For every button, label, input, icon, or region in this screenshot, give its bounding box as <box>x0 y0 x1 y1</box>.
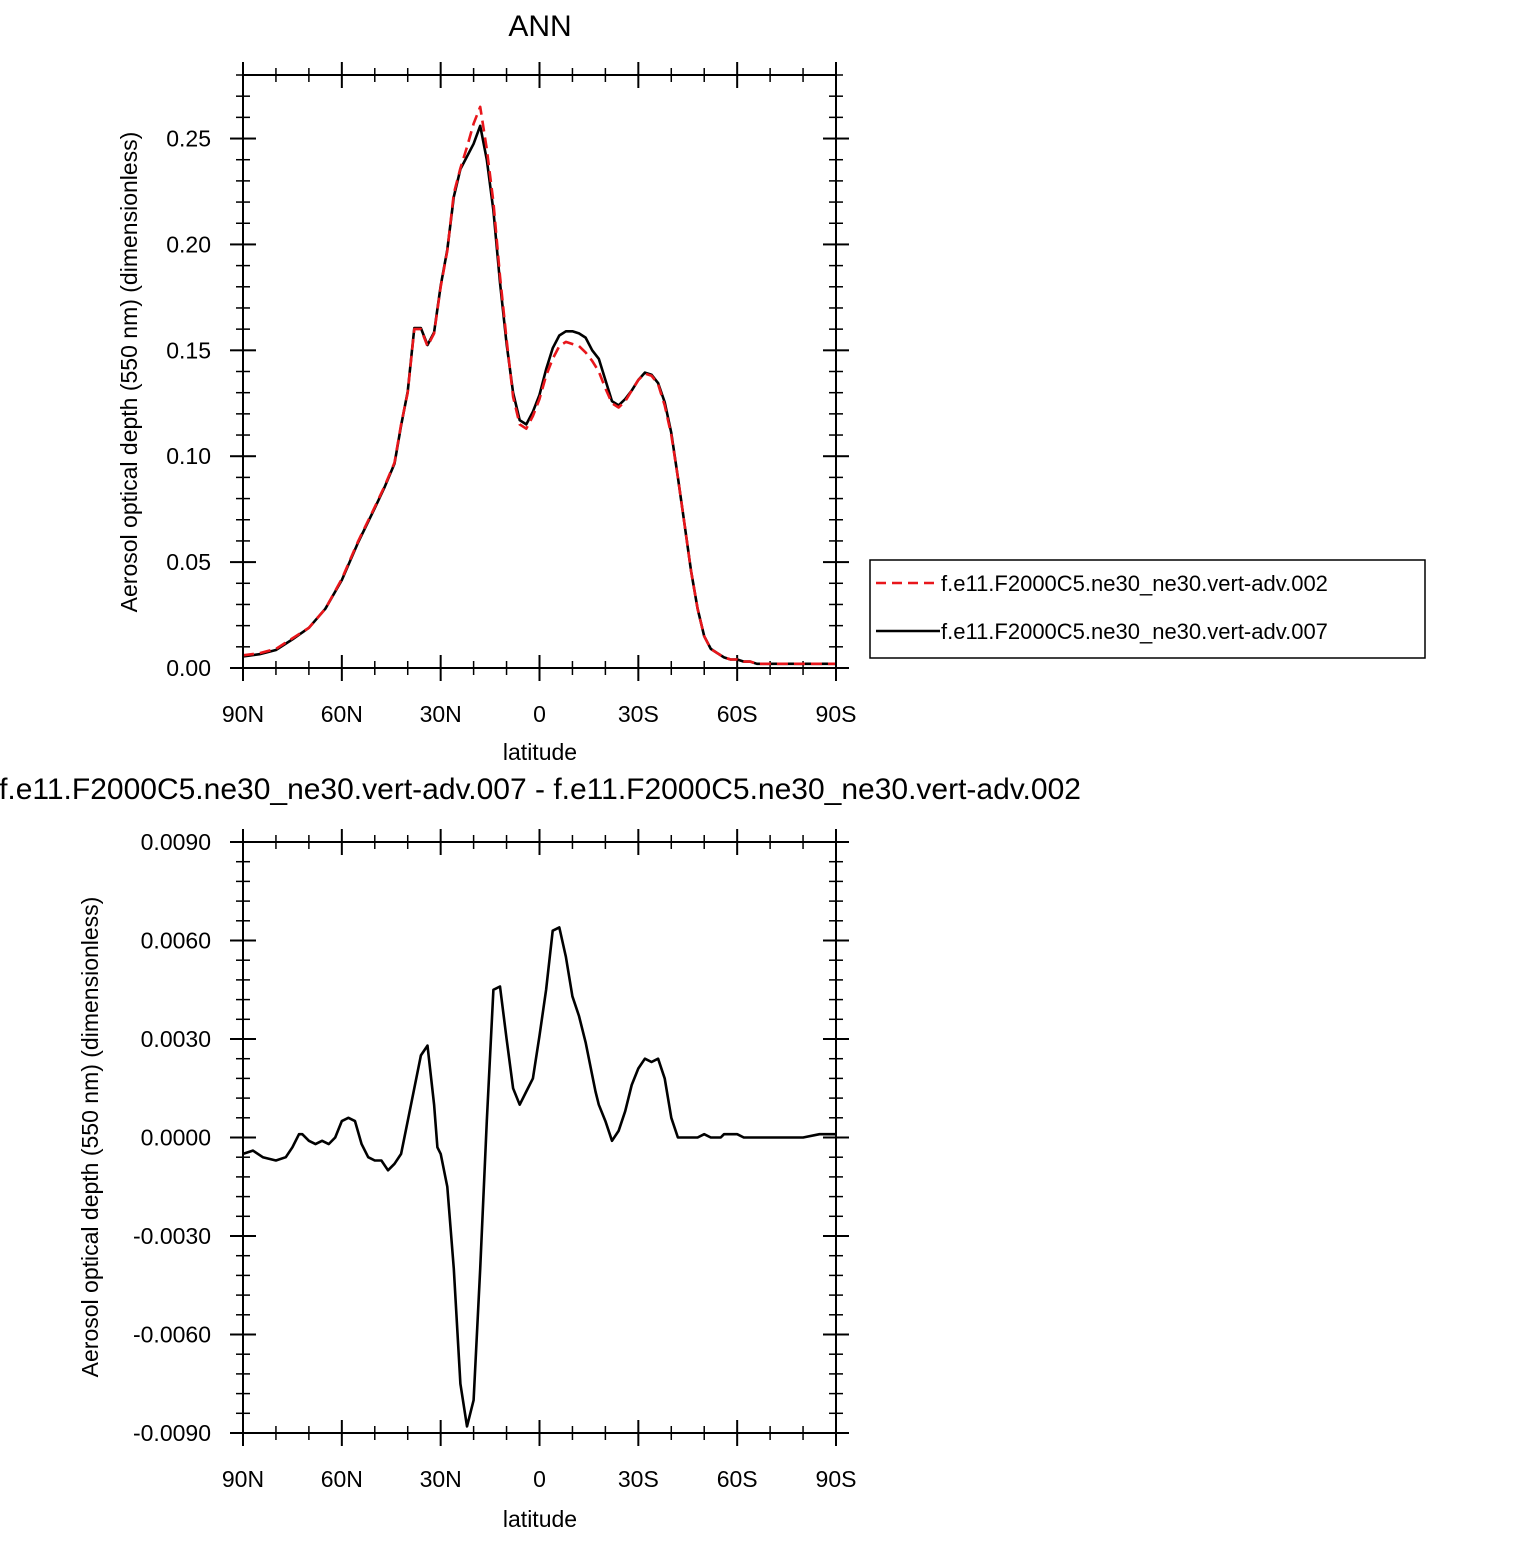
bottom-series-line-1 <box>242 926 836 1428</box>
legend: f.e11.F2000C5.ne30_ne30.vert-adv.002 f.e… <box>869 559 1426 659</box>
legend-label-series-2: f.e11.F2000C5.ne30_ne30.vert-adv.007 <box>941 619 1328 644</box>
bottom-y-tick-label: -0.0030 <box>133 1223 211 1249</box>
top-x-tick-label: 90N <box>222 701 264 727</box>
bottom-x-tick-label: 60S <box>717 1466 758 1492</box>
bottom-x-tick-label: 90S <box>816 1466 857 1492</box>
top-x-axis-label: latitude <box>503 739 577 765</box>
bottom-x-tick-label: 90N <box>222 1466 264 1492</box>
bottom-y-tick-labels: -0.0090 -0.0060 -0.0030 0.0000 0.0030 0.0060 0… <box>133 829 211 1446</box>
bottom-x-tick-label: 30S <box>618 1466 659 1492</box>
bottom-x-tick-label: 60N <box>321 1466 363 1492</box>
top-y-tick-label: 0.05 <box>166 549 211 575</box>
bottom-y-tick-label: 0.0060 <box>141 928 211 954</box>
top-plot-frame <box>242 74 837 669</box>
top-x-tick-label: 30S <box>618 701 659 727</box>
top-y-tick-label: 0.25 <box>166 126 211 152</box>
top-x-tick-label: 90S <box>816 701 857 727</box>
legend-box <box>869 559 1426 659</box>
top-y-tick-label: 0.15 <box>166 337 211 363</box>
top-x-tick-label: 30N <box>420 701 462 727</box>
bottom-series-lines <box>242 926 836 1428</box>
top-y-tick-label: 0.20 <box>166 231 211 257</box>
top-y-axis-label: Aerosol optical depth (550 nm) (dimensio… <box>116 132 142 613</box>
top-tick-marks <box>230 62 849 681</box>
top-series-line-1 <box>242 105 836 666</box>
top-x-tick-label: 60N <box>321 701 363 727</box>
bottom-x-tick-labels: 90N 60N 30N 0 30S 60S 90S <box>222 1466 857 1492</box>
bottom-y-axis-label: Aerosol optical depth (550 nm) (dimensio… <box>77 897 103 1378</box>
top-chart-title: ANN <box>508 10 571 43</box>
bottom-chart-title: f.e11.F2000C5.ne30_ne30.vert-adv.007 - f… <box>0 773 1081 806</box>
annual-aod-panel: ANN 90N 60N 30N 0 30S 60S 90S 0.00 0.05 0.10 0.15… <box>116 10 1426 765</box>
top-x-tick-labels: 90N 60N 30N 0 30S 60S 90S <box>222 701 857 727</box>
top-x-tick-label: 60S <box>717 701 758 727</box>
legend-label-series-1: f.e11.F2000C5.ne30_ne30.vert-adv.002 <box>941 571 1328 596</box>
bottom-y-tick-label: 0.0090 <box>141 829 211 855</box>
bottom-y-tick-label: 0.0030 <box>141 1026 211 1052</box>
bottom-x-tick-label: 0 <box>533 1466 546 1492</box>
difference-panel: f.e11.F2000C5.ne30_ne30.vert-adv.007 - f… <box>0 773 1081 1532</box>
bottom-plot-frame <box>242 841 837 1434</box>
top-y-tick-labels: 0.00 0.05 0.10 0.15 0.20 0.25 <box>166 126 211 681</box>
top-x-tick-label: 0 <box>533 701 546 727</box>
bottom-y-tick-label: -0.0090 <box>133 1420 211 1446</box>
top-y-tick-label: 0.10 <box>166 443 211 469</box>
top-series-lines <box>242 105 836 666</box>
top-y-tick-label: 0.00 <box>166 655 211 681</box>
bottom-x-tick-label: 30N <box>420 1466 462 1492</box>
bottom-y-tick-label: -0.0060 <box>133 1322 211 1348</box>
bottom-x-axis-label: latitude <box>503 1506 577 1532</box>
bottom-y-tick-label: 0.0000 <box>141 1125 211 1151</box>
